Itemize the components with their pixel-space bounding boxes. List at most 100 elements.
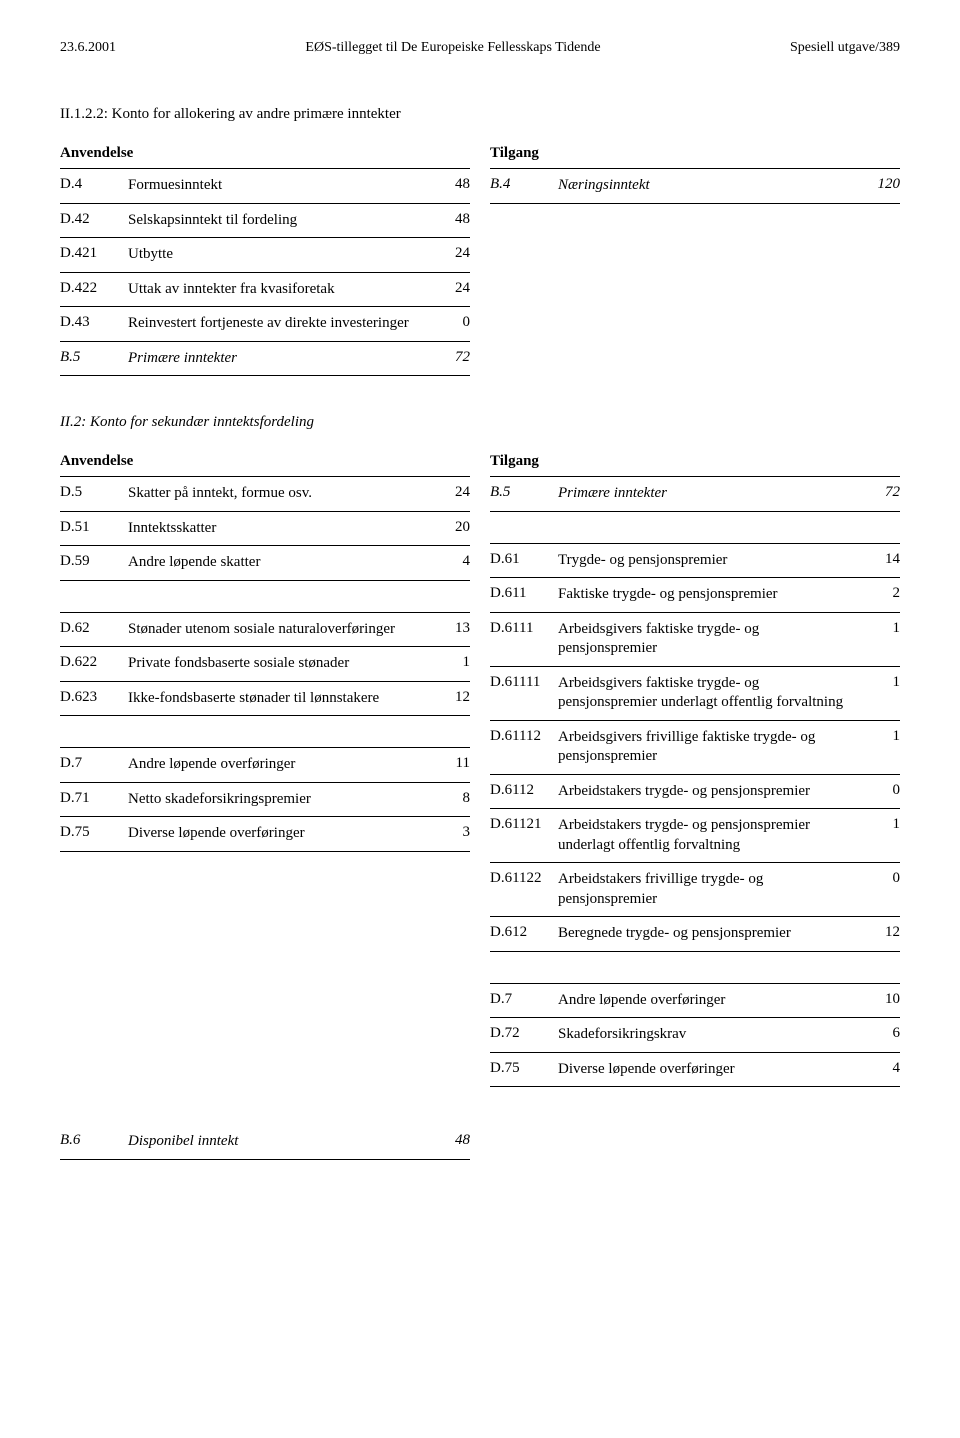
table-row: D.611Faktiske trygde- og pensjonspremier… — [490, 578, 900, 613]
row-value: 12 — [864, 924, 900, 941]
section1-table: Anvendelse D.4Formuesinntekt48D.42Selska… — [60, 145, 900, 376]
row-label: Arbeidstakers trygde- og pensjonspremier — [558, 782, 864, 802]
header-title: EØS-tillegget til De Europeiske Fellessk… — [305, 40, 600, 56]
row-code: B.5 — [490, 484, 558, 501]
row-code: D.6111 — [490, 620, 558, 637]
row-code: D.622 — [60, 654, 128, 671]
row-label: Beregnede trygde- og pensjonspremier — [558, 924, 864, 944]
table-row: D.612Beregnede trygde- og pensjonspremie… — [490, 917, 900, 952]
row-code: D.7 — [60, 755, 128, 772]
row-label: Andre løpende overføringer — [558, 991, 864, 1011]
row-code: D.5 — [60, 484, 128, 501]
table-row — [60, 716, 470, 748]
row-value: 72 — [864, 484, 900, 501]
row-value: 11 — [434, 755, 470, 772]
section1-title: II.1.2.2: Konto for allokering av andre … — [60, 106, 900, 123]
row-value: 1 — [864, 816, 900, 833]
row-code: D.4 — [60, 176, 128, 193]
row-label: Arbeidsgivers faktiske trygde- og pensjo… — [558, 674, 864, 713]
row-code: D.61 — [490, 551, 558, 568]
row-value: 48 — [434, 1132, 470, 1152]
table-row: D.7Andre løpende overføringer10 — [490, 984, 900, 1019]
table-row — [490, 512, 900, 544]
row-label: Næringsinntekt — [558, 176, 864, 196]
col-header-left: Anvendelse — [60, 145, 470, 169]
row-label: Primære inntekter — [558, 484, 864, 504]
row-code: D.75 — [60, 824, 128, 841]
row-value: 6 — [864, 1025, 900, 1042]
row-code: D.612 — [490, 924, 558, 941]
row-label: Diverse løpende overføringer — [128, 824, 434, 844]
table-row: B.4Næringsinntekt120 — [490, 169, 900, 204]
row-label: Arbeidsgivers frivillige faktiske trygde… — [558, 728, 864, 767]
row-value: 1 — [434, 654, 470, 671]
row-code: D.61112 — [490, 728, 558, 745]
table-row: D.61112Arbeidsgivers frivillige faktiske… — [490, 721, 900, 775]
row-label: Private fondsbaserte sosiale stønader — [128, 654, 434, 674]
row-value: 24 — [434, 245, 470, 262]
header-date: 23.6.2001 — [60, 40, 116, 56]
table-row: D.43Reinvestert fortjeneste av direkte i… — [60, 307, 470, 342]
row-value: 24 — [434, 484, 470, 501]
table-row — [490, 952, 900, 984]
table-row: D.42Selskapsinntekt til fordeling48 — [60, 204, 470, 239]
row-value: 3 — [434, 824, 470, 841]
section2-final-row: B.6 Disponibel inntekt 48 — [60, 1125, 470, 1160]
row-value: 4 — [434, 553, 470, 570]
row-value: 14 — [864, 551, 900, 568]
row-label: Utbytte — [128, 245, 434, 265]
col-header-right-2: Tilgang — [490, 453, 900, 477]
row-code: D.6112 — [490, 782, 558, 799]
row-label: Skatter på inntekt, formue osv. — [128, 484, 434, 504]
table-row: D.622Private fondsbaserte sosiale stønad… — [60, 647, 470, 682]
row-code: D.422 — [60, 280, 128, 297]
table-row: D.7Andre løpende overføringer11 — [60, 748, 470, 783]
section2-right-col: Tilgang B.5Primære inntekter72 D.61Trygd… — [490, 453, 900, 1087]
row-value: 48 — [434, 176, 470, 193]
row-label: Andre løpende overføringer — [128, 755, 434, 775]
row-value: 4 — [864, 1060, 900, 1077]
row-value: 72 — [434, 349, 470, 366]
table-row — [60, 581, 470, 613]
table-row: D.59Andre løpende skatter4 — [60, 546, 470, 581]
row-value: 1 — [864, 674, 900, 691]
row-code: D.75 — [490, 1060, 558, 1077]
table-row: D.623Ikke-fondsbaserte stønader til lønn… — [60, 682, 470, 717]
row-label: Arbeidstakers frivillige trygde- og pens… — [558, 870, 864, 909]
row-label: Stønader utenom sosiale naturaloverførin… — [128, 620, 434, 640]
table-row: D.75Diverse løpende overføringer3 — [60, 817, 470, 852]
row-value: 1 — [864, 728, 900, 745]
row-value: 1 — [864, 620, 900, 637]
row-value: 0 — [864, 870, 900, 887]
row-code: D.71 — [60, 790, 128, 807]
row-value: 48 — [434, 211, 470, 228]
row-value: 10 — [864, 991, 900, 1008]
row-value: 0 — [434, 314, 470, 331]
row-label: Formuesinntekt — [128, 176, 434, 196]
row-value: 2 — [864, 585, 900, 602]
section2-left-col: Anvendelse D.5Skatter på inntekt, formue… — [60, 453, 470, 1087]
row-code: B.5 — [60, 349, 128, 366]
row-label: Primære inntekter — [128, 349, 434, 369]
row-code: D.7 — [490, 991, 558, 1008]
row-code: D.623 — [60, 689, 128, 706]
table-row: D.4Formuesinntekt48 — [60, 169, 470, 204]
row-value: 120 — [864, 176, 900, 193]
row-value: 8 — [434, 790, 470, 807]
row-label: Arbeidstakers trygde- og pensjonspremier… — [558, 816, 864, 855]
row-label: Uttak av inntekter fra kvasiforetak — [128, 280, 434, 300]
row-code: D.421 — [60, 245, 128, 262]
table-row: B.5Primære inntekter72 — [60, 342, 470, 377]
row-code: D.61121 — [490, 816, 558, 833]
row-label: Ikke-fondsbaserte stønader til lønnstake… — [128, 689, 434, 709]
table-row: D.6112Arbeidstakers trygde- og pensjonsp… — [490, 775, 900, 810]
table-row: D.422Uttak av inntekter fra kvasiforetak… — [60, 273, 470, 308]
table-row: D.61111Arbeidsgivers faktiske trygde- og… — [490, 667, 900, 721]
row-code: D.611 — [490, 585, 558, 602]
section1-right-col: Tilgang B.4Næringsinntekt120 — [490, 145, 900, 376]
row-label: Diverse løpende overføringer — [558, 1060, 864, 1080]
row-value: 0 — [864, 782, 900, 799]
row-label: Skadeforsikringskrav — [558, 1025, 864, 1045]
table-row: D.6111Arbeidsgivers faktiske trygde- og … — [490, 613, 900, 667]
row-value: 12 — [434, 689, 470, 706]
